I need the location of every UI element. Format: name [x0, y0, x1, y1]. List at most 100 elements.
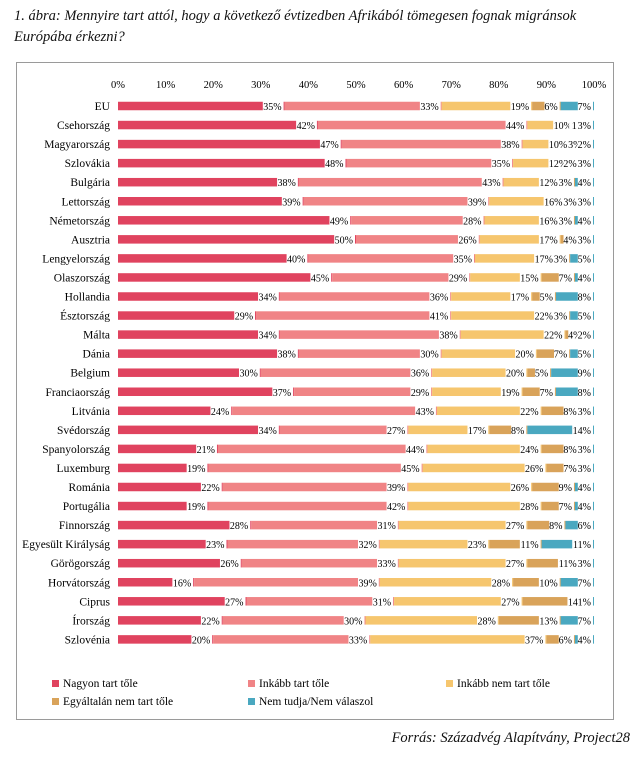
data-label: 31% [373, 597, 391, 608]
data-label: 28% [477, 616, 495, 627]
data-label: 16% [544, 197, 562, 208]
bar-segment [536, 349, 571, 358]
data-label-background [343, 614, 365, 627]
bar-segment [118, 406, 233, 416]
data-label: 28% [463, 216, 481, 227]
data-label: 17% [539, 235, 557, 246]
data-label: 30% [239, 369, 257, 380]
data-label-background [577, 461, 593, 474]
data-label-background [544, 100, 560, 112]
data-label: 43% [416, 407, 434, 418]
data-label: 4% [568, 331, 581, 342]
data-label-background [467, 423, 489, 436]
data-label: 2% [578, 331, 591, 342]
data-label: 21% [197, 445, 215, 456]
data-label-background [577, 347, 593, 360]
data-label-background [569, 119, 579, 132]
data-label-background [563, 461, 579, 474]
data-label-background [549, 519, 565, 532]
bar-segment [279, 292, 452, 301]
bar-segment [118, 558, 242, 568]
bar-segment [422, 463, 547, 473]
data-label-background [511, 423, 527, 436]
data-label: 49% [330, 216, 348, 227]
data-label-background [557, 557, 579, 570]
bar-segment [308, 254, 475, 263]
x-tick-label: 80% [489, 80, 509, 91]
data-label-background [462, 214, 484, 227]
data-label: 22% [535, 312, 553, 323]
bar-segment [560, 616, 594, 625]
bar-segment [522, 139, 571, 149]
data-label: 37% [273, 388, 291, 399]
data-label-background [563, 157, 579, 170]
data-label: 7% [554, 350, 567, 361]
data-label-background [334, 233, 355, 246]
data-label-background [296, 119, 317, 132]
data-label-background [277, 347, 298, 360]
bar-segment [118, 539, 228, 549]
category-label: Svédország [57, 425, 110, 437]
data-label-background [467, 195, 489, 208]
data-label: 2% [578, 140, 591, 151]
data-label: 27% [387, 426, 405, 437]
data-label: 8% [563, 407, 576, 418]
data-label: 1% [578, 597, 591, 608]
data-label: 3% [578, 121, 591, 132]
x-tick-label: 20% [204, 80, 224, 91]
category-label: Dánia [83, 349, 110, 361]
bar-segment [522, 597, 590, 606]
data-label-background [400, 461, 422, 474]
data-label-background [558, 633, 574, 646]
data-label: 20% [192, 635, 210, 646]
bar-segment [118, 235, 356, 244]
data-label: 27% [225, 597, 243, 608]
data-label: 34% [258, 426, 276, 437]
data-label: 29% [411, 388, 429, 399]
data-label: 35% [492, 159, 510, 170]
data-label: 5% [578, 312, 591, 323]
data-label: 22% [520, 407, 538, 418]
data-label: 38% [439, 331, 457, 342]
bar-segment [408, 501, 542, 511]
data-label: 43% [482, 178, 500, 189]
data-label-background [538, 176, 560, 189]
bar-segment [555, 387, 594, 396]
data-label: 24% [520, 445, 538, 456]
bar-segment [208, 463, 423, 473]
bar-segment [513, 158, 571, 168]
category-label: Luxemburg [57, 463, 111, 475]
data-label: 8% [578, 293, 591, 304]
data-label: 3% [559, 178, 572, 189]
category-label: Lengyelország [42, 253, 110, 265]
data-label-background [200, 481, 222, 493]
data-label-background [419, 100, 441, 112]
data-label: 35% [263, 102, 281, 113]
data-label: 19% [511, 102, 529, 113]
data-label: 34% [258, 331, 276, 342]
data-label-background [491, 157, 513, 170]
data-label: 10% [539, 578, 557, 589]
data-label: 3% [568, 140, 581, 151]
data-label-background [224, 595, 246, 608]
data-label-background [277, 176, 298, 189]
data-label: 11% [573, 540, 591, 551]
category-label: Finnország [59, 520, 110, 532]
data-label-background [577, 290, 593, 303]
bar-segment [541, 444, 580, 454]
data-label-background [577, 385, 593, 398]
bar-segment [351, 216, 485, 225]
bar-segment [441, 349, 537, 358]
data-label: 9% [559, 483, 572, 494]
data-label-background [324, 157, 346, 170]
data-label-background [524, 461, 546, 474]
bar-segment [489, 539, 542, 549]
data-label: 5% [578, 254, 591, 265]
data-label-background [577, 519, 593, 532]
data-label-background [234, 309, 256, 322]
data-label: 12% [549, 159, 567, 170]
data-label-background [310, 271, 332, 284]
data-label: 39% [468, 197, 486, 208]
data-label: 5% [578, 350, 591, 361]
data-label-background [386, 423, 408, 436]
